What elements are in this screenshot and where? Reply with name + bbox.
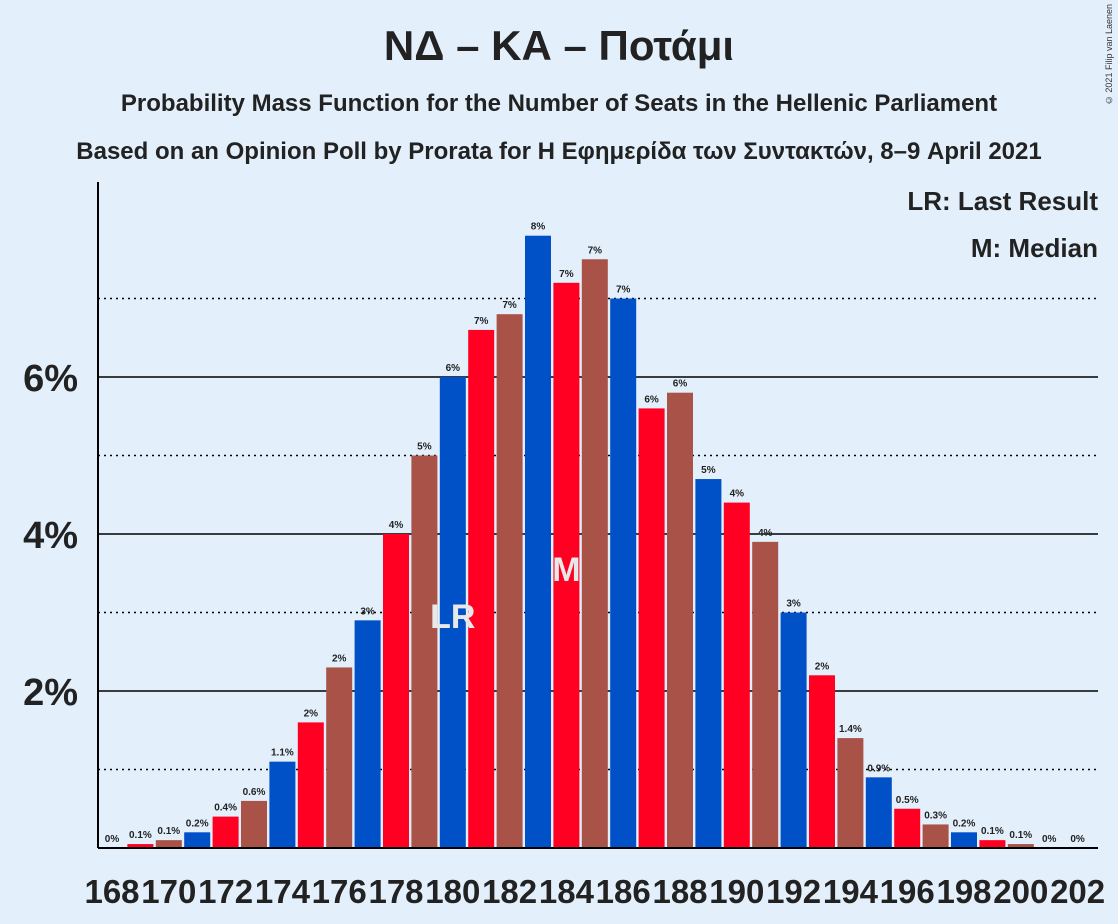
bar-198 (951, 832, 977, 848)
data-label: 0.6% (243, 787, 266, 798)
data-label: 0.1% (1009, 830, 1032, 841)
bar-170 (155, 840, 182, 848)
bar-171 (184, 832, 211, 848)
y-tick-label: 6% (23, 358, 78, 400)
bar-176 (326, 667, 353, 848)
data-label: 4% (730, 489, 745, 500)
bar-197 (922, 824, 949, 848)
data-label: 6% (644, 394, 659, 405)
x-tick-label: 200 (993, 873, 1048, 910)
x-tick-label: 174 (255, 873, 311, 910)
data-label: 0.1% (981, 826, 1004, 837)
bar-188 (667, 392, 693, 848)
data-label: 0% (105, 834, 120, 845)
bar-172 (212, 816, 239, 848)
data-label: 0% (1042, 834, 1057, 845)
x-tick-label: 190 (709, 873, 764, 910)
bar-179 (411, 455, 438, 848)
x-tick-label: 196 (880, 873, 935, 910)
data-label: 3% (360, 606, 375, 617)
bar-191 (752, 541, 779, 848)
last-result-marker: LR (430, 598, 475, 636)
data-label: 8% (531, 222, 546, 233)
data-label: 0.3% (924, 810, 947, 821)
chart-source: Based on an Opinion Poll by Prorata for … (76, 138, 1042, 165)
data-label: 7% (502, 300, 517, 311)
y-tick-label: 4% (23, 515, 78, 557)
bar-178 (383, 534, 409, 848)
x-tick-label: 202 (1050, 873, 1105, 910)
x-tick-label: 192 (766, 873, 821, 910)
bar-183 (525, 235, 551, 848)
data-label: 7% (559, 269, 574, 280)
bar-177 (354, 620, 381, 848)
bar-200 (1007, 844, 1034, 848)
data-label: 0% (1070, 834, 1085, 845)
bar-185 (581, 259, 608, 848)
x-tick-label: 172 (198, 873, 253, 910)
bar-174 (269, 761, 296, 848)
legend-median: M: Median (970, 233, 1098, 263)
bar-195 (865, 777, 892, 848)
x-tick-label: 180 (425, 873, 480, 910)
bar-194 (837, 738, 864, 848)
bar-193 (809, 675, 835, 848)
bar-182 (496, 314, 523, 848)
x-tick-label: 186 (596, 873, 651, 910)
bar-192 (780, 612, 807, 848)
data-label: 5% (701, 465, 716, 476)
x-tick-label: 176 (312, 873, 367, 910)
x-tick-label: 168 (84, 873, 139, 910)
data-label: 1.1% (271, 748, 294, 759)
data-label: 0.2% (186, 818, 209, 829)
bar-187 (638, 408, 665, 848)
bar-196 (894, 808, 921, 848)
data-label: 0.1% (157, 826, 180, 837)
x-tick-label: 178 (368, 873, 423, 910)
data-label: 0.4% (214, 803, 237, 814)
bar-189 (695, 479, 722, 848)
data-label: 1.4% (839, 724, 862, 735)
data-label: 2% (304, 708, 319, 719)
data-label: 5% (417, 442, 432, 453)
bar-184 (553, 282, 580, 848)
data-label: 4% (389, 520, 404, 531)
x-tick-label: 198 (936, 873, 991, 910)
data-label: 4% (758, 528, 773, 539)
data-label: 3% (786, 599, 801, 610)
data-label: 7% (616, 285, 631, 296)
data-label: 6% (446, 363, 461, 374)
bar-180 (439, 377, 466, 848)
data-label: 7% (588, 245, 603, 256)
y-tick-label: 2% (23, 672, 78, 714)
chart-title: ΝΔ – ΚΑ – Ποτάμι (383, 22, 735, 69)
data-label: 2% (815, 661, 830, 672)
chart-subtitle: Probability Mass Function for the Number… (120, 90, 998, 117)
x-tick-label: 194 (823, 873, 879, 910)
data-label: 0.1% (129, 830, 152, 841)
bar-186 (610, 298, 637, 848)
data-label: 0.2% (953, 818, 976, 829)
bar-181 (468, 329, 495, 848)
data-label: 0.9% (867, 763, 890, 774)
bar-175 (297, 722, 324, 848)
bar-190 (723, 502, 750, 848)
x-tick-label: 182 (482, 873, 537, 910)
median-marker: M (552, 551, 580, 589)
x-tick-label: 188 (652, 873, 707, 910)
data-label: 6% (673, 379, 688, 390)
data-label: 0.5% (896, 795, 919, 806)
data-label: 7% (474, 316, 489, 327)
x-tick-label: 170 (141, 873, 196, 910)
legend-last-result: LR: Last Result (907, 186, 1098, 216)
data-label: 2% (332, 653, 347, 664)
bar-173 (241, 800, 267, 848)
bar-199 (979, 840, 1006, 848)
bar-169 (127, 844, 154, 848)
x-tick-label: 184 (539, 873, 595, 910)
